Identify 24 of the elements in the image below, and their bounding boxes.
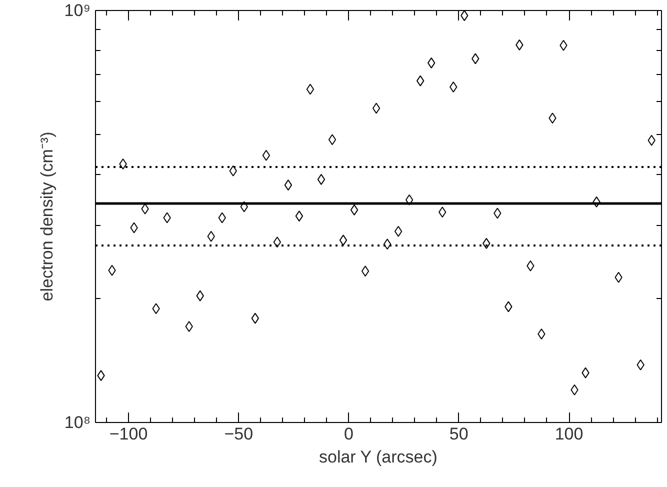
point bbox=[328, 134, 336, 146]
x-tick-label: 100 bbox=[554, 424, 584, 444]
y-axis-title: electron density (cm⁻³) bbox=[37, 132, 56, 302]
x-axis-title: solar Y (arcsec) bbox=[318, 448, 438, 466]
point bbox=[251, 312, 260, 324]
point bbox=[284, 180, 292, 191]
point bbox=[295, 210, 304, 222]
point bbox=[339, 234, 348, 246]
point bbox=[394, 226, 402, 237]
y-tick-label: 10⁸ bbox=[64, 413, 91, 432]
x-tick-label: −100 bbox=[109, 424, 148, 444]
point bbox=[383, 238, 392, 250]
point bbox=[262, 150, 270, 161]
point bbox=[372, 102, 380, 114]
point bbox=[460, 10, 468, 22]
y-tick-label: 10⁹ bbox=[64, 1, 91, 20]
point bbox=[361, 266, 370, 277]
point bbox=[273, 236, 282, 248]
point bbox=[306, 84, 314, 95]
x-tick-label: 0 bbox=[344, 424, 354, 444]
point bbox=[350, 204, 358, 216]
x-tick-label: 50 bbox=[449, 424, 468, 444]
x-tick-label: −50 bbox=[224, 424, 254, 444]
point bbox=[317, 174, 326, 185]
